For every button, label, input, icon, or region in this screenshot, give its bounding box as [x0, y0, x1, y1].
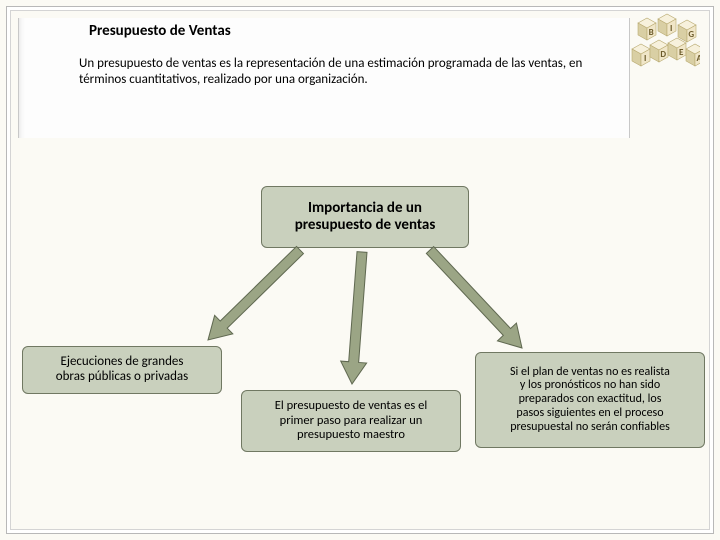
- node-right-l4: pasos siguientes en el proceso: [510, 407, 670, 421]
- svg-text:G: G: [688, 29, 694, 40]
- node-right-l3: preparados con exactitud, los: [510, 393, 670, 407]
- node-center-l1: Importancia de un: [295, 200, 436, 217]
- svg-text:A: A: [696, 53, 700, 64]
- slide-body-text: Un presupuesto de ventas es la represent…: [79, 56, 599, 89]
- node-right-l2: y los pronósticos no han sido: [510, 379, 670, 393]
- diagram-node-left: Ejecuciones de grandes obras públicas o …: [22, 346, 222, 394]
- diagram-node-center: Importancia de un presupuesto de ventas: [261, 186, 469, 248]
- node-left-l2: obras públicas o privadas: [56, 370, 189, 385]
- diagram-node-right: Si el plan de ventas no es realista y lo…: [475, 352, 705, 448]
- node-middle-l2: primer paso para realizar un: [275, 414, 427, 428]
- svg-text:E: E: [679, 47, 684, 58]
- svg-text:I: I: [644, 53, 646, 64]
- node-middle-l3: presupuesto maestro: [275, 428, 427, 442]
- diagram-node-middle: El presupuesto de ventas es el primer pa…: [241, 390, 461, 452]
- node-center-l2: presupuesto de ventas: [295, 217, 436, 234]
- slide-title: Presupuesto de Ventas: [89, 22, 231, 40]
- header-panel: Presupuesto de Ventas Un presupuesto de …: [18, 18, 630, 138]
- node-left-l1: Ejecuciones de grandes: [56, 355, 189, 370]
- node-middle-l1: El presupuesto de ventas es el: [275, 399, 427, 413]
- node-right-l5: presupuestal no serán confiables: [510, 421, 670, 435]
- svg-text:B: B: [649, 27, 654, 38]
- svg-text:D: D: [660, 49, 666, 60]
- svg-text:I: I: [670, 23, 672, 34]
- idea-blocks-icon: B I G I D E A: [628, 10, 700, 82]
- node-right-l1: Si el plan de ventas no es realista: [510, 366, 670, 380]
